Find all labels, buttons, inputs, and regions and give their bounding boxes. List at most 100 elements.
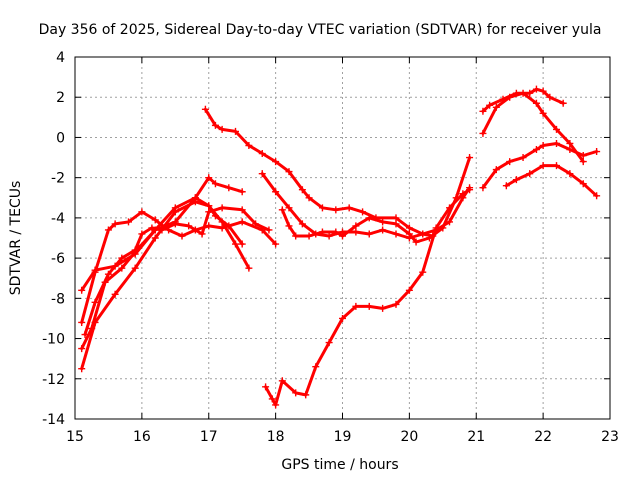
data-point [593, 148, 601, 156]
y-tick-label: -4 [51, 211, 65, 227]
data-point [419, 268, 427, 276]
data-point [519, 89, 527, 97]
data-point [171, 220, 179, 228]
data-point [566, 139, 574, 147]
series-line [504, 164, 599, 198]
x-tick-label: 15 [66, 429, 84, 445]
data-point [104, 226, 112, 234]
series-sat-i [262, 186, 474, 409]
y-tick-label: -14 [42, 412, 65, 428]
data-point [245, 264, 253, 272]
data-point [78, 365, 86, 373]
data-point [492, 166, 500, 174]
y-tick-label: -2 [51, 171, 65, 187]
data-point [532, 146, 540, 154]
x-tick-label: 17 [200, 429, 218, 445]
data-point [191, 226, 199, 234]
data-point [379, 218, 387, 226]
data-point [238, 218, 246, 226]
data-point [332, 228, 340, 236]
data-point [392, 214, 400, 222]
data-point [539, 109, 547, 117]
series-sat-c [78, 174, 246, 353]
data-point [292, 232, 300, 240]
data-point [285, 222, 293, 230]
data-point [205, 202, 213, 210]
data-point [272, 188, 280, 196]
data-point [502, 182, 510, 190]
data-point [325, 339, 333, 347]
data-point [165, 226, 173, 234]
data-point [125, 218, 132, 226]
x-tick-label: 21 [467, 429, 485, 445]
series-sat-e [78, 208, 280, 326]
y-axis-label: SDTVAR / TECUs [8, 181, 24, 296]
data-point [111, 290, 119, 298]
y-tick-label: 4 [56, 50, 65, 66]
data-point [88, 325, 96, 332]
data-point [258, 150, 266, 158]
data-point [446, 204, 453, 212]
data-point [131, 264, 139, 272]
y-tick-label: 2 [56, 90, 65, 106]
data-point [205, 174, 213, 182]
data-point [392, 300, 400, 308]
data-point [151, 234, 159, 242]
data-point [419, 230, 427, 238]
data-point [78, 345, 86, 353]
series-line [481, 142, 599, 190]
series-line [203, 107, 435, 238]
data-point [91, 268, 99, 276]
data-point [579, 152, 587, 160]
data-point [506, 158, 514, 166]
data-point [278, 206, 286, 214]
data-point [232, 240, 239, 248]
series-line [80, 176, 244, 351]
ticks: 15 16 17 18 19 20 21 22 23 -14 -12 -10 -8 -6 -4 -2 0 2 4 [42, 50, 619, 445]
data-point [553, 139, 560, 147]
data-point [138, 208, 146, 216]
data-point [312, 363, 320, 371]
data-point [305, 194, 313, 202]
data-point [553, 125, 560, 133]
x-tick-label: 18 [267, 429, 285, 445]
series-sat-f [201, 105, 437, 240]
data-point [539, 162, 547, 170]
data-point [539, 87, 547, 95]
data-point [218, 125, 226, 133]
data-point [245, 141, 253, 149]
data-point [198, 230, 206, 238]
series-sat-l [479, 139, 601, 192]
data-point [258, 170, 266, 178]
data-point [352, 302, 360, 310]
data-point [78, 318, 86, 326]
data-point [151, 216, 159, 224]
data-point [332, 206, 340, 214]
x-tick-label: 22 [534, 429, 552, 445]
data-point [131, 246, 139, 254]
series-sat-k [479, 89, 587, 166]
data-point [305, 232, 313, 240]
data-point [512, 176, 520, 184]
data-point [486, 101, 494, 109]
data-point [292, 389, 300, 397]
y-tick-label: -6 [51, 251, 65, 267]
data-point [526, 89, 534, 97]
data-point [225, 184, 233, 192]
data-point [365, 214, 373, 222]
data-point [566, 170, 574, 178]
data-point [218, 224, 226, 232]
data-point [593, 192, 601, 200]
data-point [298, 220, 306, 228]
data-point [439, 224, 447, 232]
data-point [405, 286, 413, 294]
y-tick-label: 0 [56, 130, 65, 146]
chart-title: Day 356 of 2025, Sidereal Day-to-day VTE… [39, 22, 602, 38]
series-group [78, 85, 601, 409]
data-point [278, 377, 286, 385]
data-point [519, 154, 527, 162]
data-point [205, 222, 213, 230]
data-point [466, 186, 474, 194]
data-point [526, 170, 534, 178]
